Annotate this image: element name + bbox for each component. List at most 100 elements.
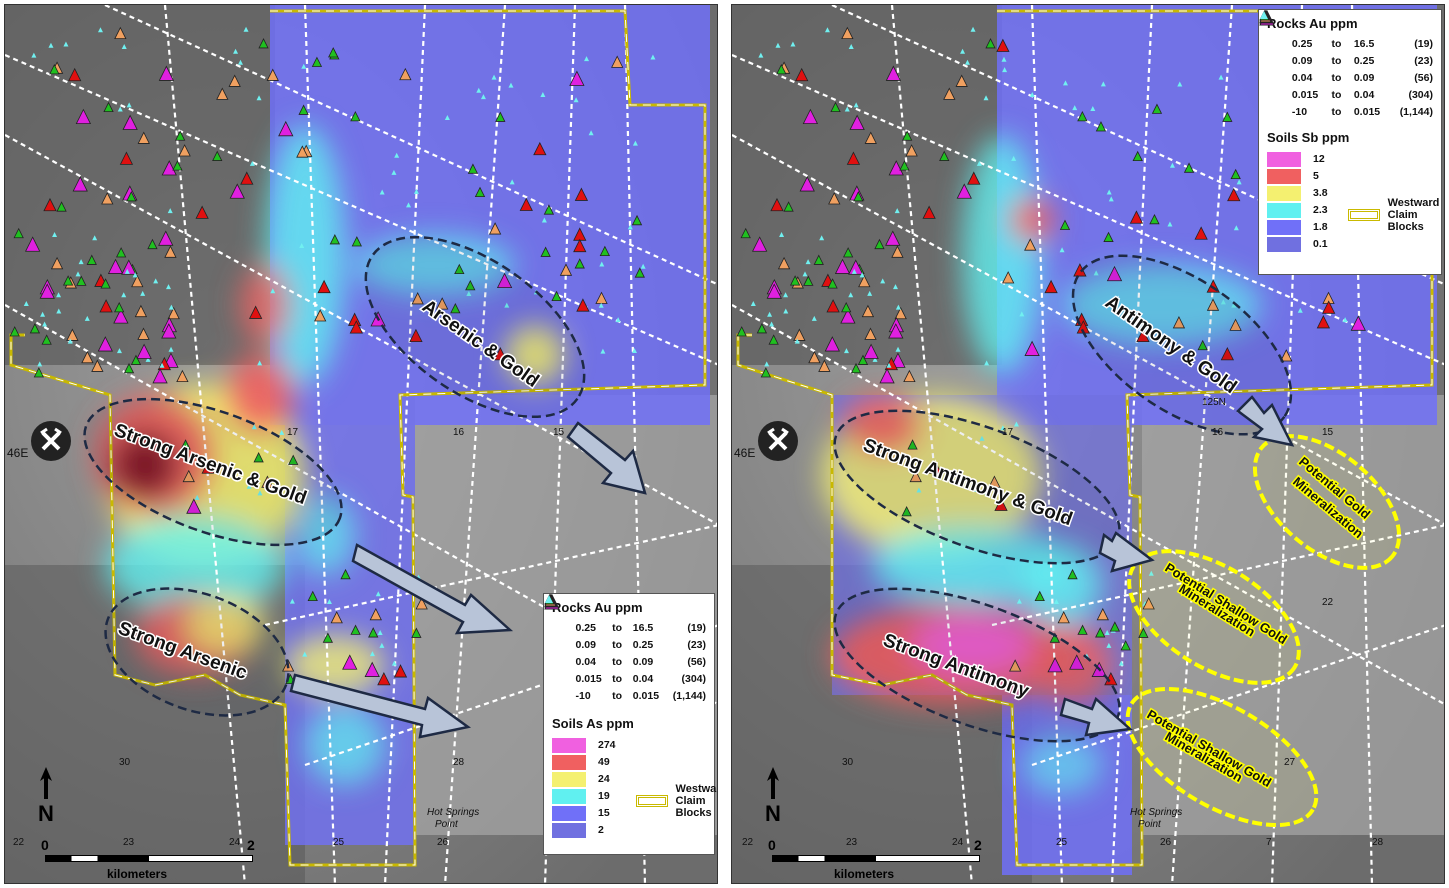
magenta-triangle-icon bbox=[152, 368, 168, 384]
green-triangle-icon bbox=[13, 227, 24, 239]
svg-text:23: 23 bbox=[123, 837, 135, 848]
cyan-point-icon bbox=[1177, 81, 1183, 87]
legend-rock-row: 0.04 to 0.09 (56) bbox=[544, 594, 706, 670]
legend-rock-count: (23) bbox=[687, 638, 707, 651]
green-triangle-icon bbox=[874, 238, 885, 250]
green-triangle-icon bbox=[631, 214, 643, 226]
cyan-point-icon bbox=[237, 59, 243, 65]
svg-text:17: 17 bbox=[1002, 427, 1014, 438]
map-canvas[interactable]: Arsenic & Gold Strong Arsenic & Gold Str… bbox=[5, 5, 718, 884]
orange-triangle-icon bbox=[955, 74, 968, 87]
magenta-triangle-icon bbox=[848, 259, 864, 275]
magenta-triangle-icon bbox=[888, 160, 904, 176]
magenta-triangle-icon bbox=[824, 336, 840, 352]
mine-symbol-icon bbox=[31, 421, 71, 461]
annotation-ellipses bbox=[83, 235, 586, 717]
svg-text:28: 28 bbox=[453, 757, 465, 768]
red-triangle-icon bbox=[349, 320, 363, 334]
magenta-triangle-icon bbox=[544, 594, 570, 635]
cyan-point-icon bbox=[783, 308, 789, 314]
orange-triangle-icon bbox=[1229, 318, 1242, 331]
legend-rock-row: 0.04 to 0.09 (56) bbox=[1259, 10, 1433, 86]
green-triangle-icon bbox=[899, 160, 910, 171]
green-triangle-icon bbox=[827, 278, 838, 289]
red-triangle-icon bbox=[1129, 210, 1144, 224]
cyan-point-icon bbox=[775, 42, 781, 48]
green-triangle-icon bbox=[803, 275, 814, 286]
legend-rock-hi: 0.25 bbox=[632, 638, 654, 651]
cyan-point-icon bbox=[843, 348, 849, 354]
light-valley bbox=[1142, 395, 1444, 835]
legend-soil-value: 2.3 bbox=[1313, 204, 1328, 216]
cyan-point-icon bbox=[476, 87, 482, 93]
svg-text:22: 22 bbox=[742, 837, 754, 848]
green-triangle-icon bbox=[147, 238, 158, 250]
red-triangle-icon bbox=[1227, 187, 1241, 202]
legend-soil-row: 2.3 bbox=[1267, 202, 1328, 218]
green-triangle-icon bbox=[850, 362, 862, 374]
magenta-triangle-icon bbox=[161, 323, 177, 339]
svg-text:46E: 46E bbox=[734, 446, 755, 460]
magenta-triangle-icon bbox=[122, 114, 138, 130]
green-triangle-icon bbox=[783, 201, 794, 212]
cyan-point-icon bbox=[1001, 56, 1007, 62]
magenta-triangle-icon bbox=[840, 308, 856, 324]
orange-triangle-icon bbox=[828, 192, 841, 205]
map-panel-arsenic[interactable]: Arsenic & Gold Strong Arsenic & Gold Str… bbox=[4, 4, 718, 884]
magenta-triangle-icon bbox=[121, 259, 137, 275]
cyan-point-icon bbox=[631, 348, 637, 354]
orange-triangle-icon bbox=[903, 369, 916, 383]
cyan-point-icon bbox=[851, 268, 857, 274]
cyan-point-icon bbox=[848, 292, 854, 298]
orange-triangle-icon bbox=[314, 309, 327, 322]
magenta-triangle-icon bbox=[136, 343, 152, 359]
red-triangle-icon bbox=[493, 346, 507, 361]
cyan-point-icon bbox=[790, 41, 796, 47]
legend-soil-swatch bbox=[1267, 168, 1301, 184]
svg-text:28: 28 bbox=[1372, 837, 1384, 848]
cyan-point-icon bbox=[1000, 425, 1006, 431]
cyan-point-icon bbox=[504, 302, 510, 308]
svg-text:26: 26 bbox=[1160, 837, 1172, 848]
cyan-point-icon bbox=[886, 362, 892, 368]
legend-rock-lo: 0.09 bbox=[575, 638, 596, 651]
cyan-point-icon bbox=[1029, 92, 1035, 98]
cyan-point-icon bbox=[78, 259, 84, 265]
legend-soil-swatch bbox=[1267, 151, 1301, 167]
legend-soil-value: 1.8 bbox=[1313, 221, 1328, 233]
magenta-triangle-icon bbox=[75, 108, 92, 125]
cyan-point-icon bbox=[805, 259, 811, 265]
cyan-point-icon bbox=[970, 26, 976, 32]
cyan-point-icon bbox=[811, 315, 817, 321]
cyan-point-icon bbox=[63, 41, 69, 47]
green-triangle-icon bbox=[329, 234, 341, 245]
cyan-point-icon bbox=[1148, 570, 1154, 576]
green-triangle-icon bbox=[756, 323, 768, 334]
cyan-point-icon bbox=[257, 360, 263, 366]
magenta-triangle-icon bbox=[885, 65, 902, 81]
cyan-point-icon bbox=[824, 27, 830, 33]
svg-text:22: 22 bbox=[13, 837, 25, 848]
legend-soil-row: 12 bbox=[1267, 151, 1328, 167]
green-triangle-icon bbox=[350, 110, 361, 122]
green-triangle-icon bbox=[1077, 110, 1088, 122]
arrow-2 bbox=[351, 543, 514, 635]
orange-triangle-icon bbox=[777, 256, 791, 270]
magenta-triangle-icon bbox=[229, 183, 245, 199]
legend-rock-row: -10 to 0.015 (1,144) bbox=[545, 595, 706, 704]
green-triangle-icon bbox=[789, 275, 801, 286]
target-ellipse-3 bbox=[1125, 686, 1319, 828]
orange-triangle-icon bbox=[891, 245, 904, 258]
cyan-point-icon bbox=[880, 278, 886, 284]
legend-soil-value: 49 bbox=[598, 756, 610, 768]
red-triangle-icon bbox=[195, 205, 209, 219]
green-triangle-icon bbox=[126, 191, 137, 202]
legend-rock-to: to bbox=[612, 655, 623, 668]
cyan-point-icon bbox=[848, 44, 854, 50]
cyan-point-icon bbox=[632, 140, 638, 146]
grid-labels: 22 23 24 25 26 7 28 30 27 15 16 17 22 46… bbox=[734, 397, 1384, 848]
red-triangle-icon bbox=[201, 460, 215, 474]
map-panel-antimony[interactable]: Antimony & Gold Strong Antimony & Gold S… bbox=[731, 4, 1445, 884]
rock-sample-points bbox=[736, 26, 1366, 686]
legend-rock-lo: 0.04 bbox=[575, 655, 596, 668]
